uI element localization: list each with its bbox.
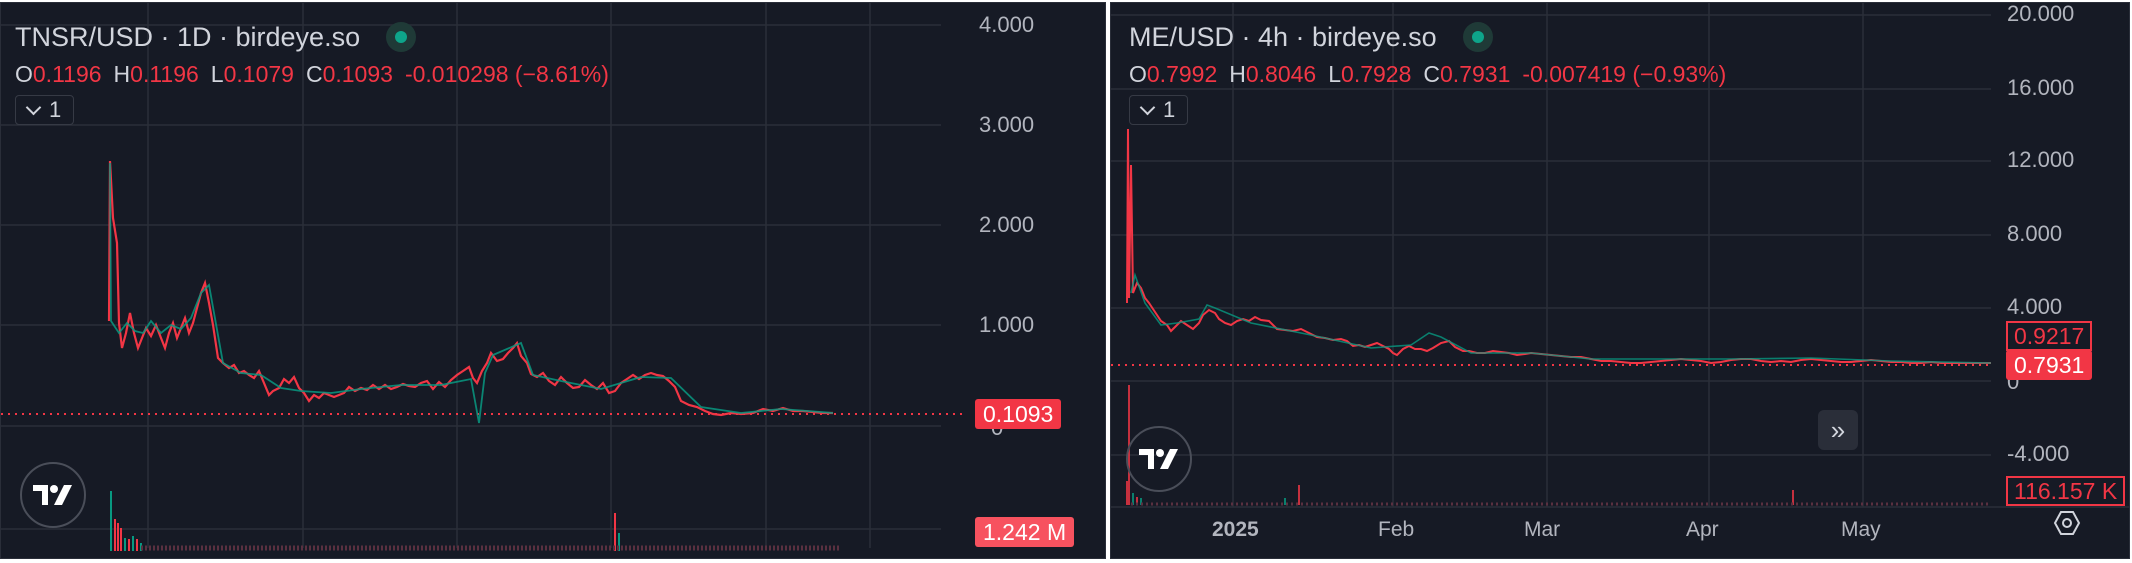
tnsr-volume-bars bbox=[110, 491, 841, 551]
x-tick-apr: Apr bbox=[1686, 518, 1719, 541]
open-label: O bbox=[1129, 61, 1147, 87]
change-value: -0.010298 (−8.61%) bbox=[404, 61, 609, 87]
symbol-title[interactable]: ME/USD · 4h · birdeye.so bbox=[1129, 22, 1437, 52]
chevron-down-icon bbox=[25, 99, 42, 115]
y-tick: 12.000 bbox=[2007, 147, 2075, 172]
ohlc-values: O0.1196 H0.1196 L0.1079 C0.1093 -0.010298 (−… bbox=[15, 59, 609, 89]
x-tick-mar: Mar bbox=[1524, 518, 1561, 541]
indicator-count: 1 bbox=[49, 97, 62, 122]
live-status-icon bbox=[386, 22, 417, 52]
me-legend: ME/USD · 4h · birdeye.so O0.7992 H0.8046 L… bbox=[1129, 19, 1726, 125]
settings-gear-icon[interactable] bbox=[2052, 508, 2082, 538]
x-tick-may: May bbox=[1841, 518, 1881, 541]
prev-price-tag: 0.9217 bbox=[2006, 321, 2093, 351]
double-chevron-right-icon: » bbox=[1830, 414, 1846, 445]
tradingview-logo[interactable] bbox=[20, 462, 86, 528]
open-label: O bbox=[15, 61, 33, 87]
change-value: -0.007419 (−0.93%) bbox=[1522, 61, 1727, 87]
y-tick: 4.000 bbox=[979, 12, 1035, 37]
symbol-title[interactable]: TNSR/USD · 1D · birdeye.so bbox=[15, 22, 361, 52]
chevron-down-icon bbox=[1139, 99, 1156, 115]
y-tick: 3.000 bbox=[979, 112, 1035, 137]
close-value: 0.1093 bbox=[322, 61, 393, 87]
volume-tag: 1.242 M bbox=[975, 517, 1075, 547]
tnsr-price-chart[interactable] bbox=[1, 3, 1106, 559]
close-label: C bbox=[1423, 61, 1441, 87]
indicator-count: 1 bbox=[1163, 97, 1176, 122]
ohlc-values: O0.7992 H0.8046 L0.7928 C0.7931 -0.007419 (−… bbox=[1129, 59, 1726, 89]
low-label: L bbox=[1328, 61, 1342, 87]
scroll-to-realtime-button[interactable]: » bbox=[1818, 410, 1858, 450]
me-price-chart[interactable] bbox=[1111, 3, 2130, 559]
me-chart-panel[interactable]: ME/USD · 4h · birdeye.so O0.7992 H0.8046 L… bbox=[1110, 2, 2130, 559]
close-value: 0.7931 bbox=[1440, 61, 1511, 87]
collapse-indicators-button[interactable]: 1 bbox=[1129, 95, 1189, 125]
y-tick: 8.000 bbox=[2007, 221, 2063, 246]
low-label: L bbox=[210, 61, 224, 87]
me-volume-bars bbox=[1126, 385, 1991, 506]
tradingview-icon bbox=[1139, 449, 1178, 469]
live-status-icon bbox=[1462, 22, 1493, 52]
close-label: C bbox=[305, 61, 323, 87]
low-value: 0.1079 bbox=[223, 61, 294, 87]
tradingview-icon bbox=[33, 485, 72, 505]
y-tick: 20.000 bbox=[2007, 2, 2075, 26]
last-price-tag: 0.1093 bbox=[975, 399, 1062, 429]
y-tick: 16.000 bbox=[2007, 75, 2075, 100]
y-tick: 1.000 bbox=[979, 312, 1035, 337]
volume-tag: 116.157 K bbox=[2006, 476, 2126, 506]
last-price-tag: 0.7931 bbox=[2006, 350, 2093, 380]
x-tick-2025: 2025 bbox=[1212, 518, 1259, 541]
tradingview-logo[interactable] bbox=[1126, 426, 1192, 492]
open-value: 0.1196 bbox=[32, 61, 102, 87]
x-tick-feb: Feb bbox=[1378, 518, 1415, 541]
y-tick: -4.000 bbox=[2007, 441, 2070, 466]
y-tick: 2.000 bbox=[979, 212, 1035, 237]
collapse-indicators-button[interactable]: 1 bbox=[15, 95, 75, 125]
high-value: 0.8046 bbox=[1245, 61, 1317, 87]
open-value: 0.7992 bbox=[1146, 61, 1218, 87]
high-value: 0.1196 bbox=[130, 61, 199, 87]
y-tick: 4.000 bbox=[2007, 294, 2063, 319]
high-label: H bbox=[113, 61, 131, 87]
tnsr-chart-panel[interactable]: TNSR/USD · 1D · birdeye.so O0.1196 H0.119… bbox=[0, 2, 1106, 559]
tnsr-legend: TNSR/USD · 1D · birdeye.so O0.1196 H0.119… bbox=[15, 19, 609, 125]
low-value: 0.7928 bbox=[1341, 61, 1412, 87]
high-label: H bbox=[1229, 61, 1246, 87]
